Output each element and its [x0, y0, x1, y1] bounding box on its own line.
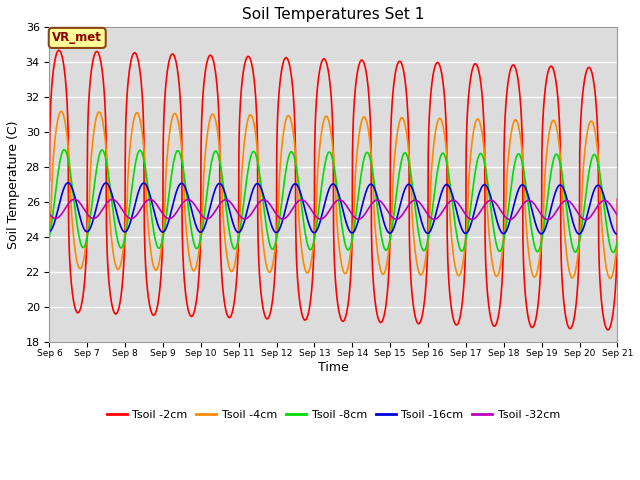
Tsoil -8cm	[499, 242, 506, 248]
Tsoil -2cm	[350, 102, 358, 108]
Tsoil -4cm	[363, 118, 371, 124]
X-axis label: Time: Time	[318, 361, 349, 374]
Tsoil -32cm	[499, 211, 506, 216]
Tsoil -2cm	[564, 322, 572, 327]
Line: Tsoil -8cm: Tsoil -8cm	[49, 150, 618, 252]
Tsoil -4cm	[579, 167, 587, 173]
Tsoil -16cm	[350, 228, 358, 234]
Tsoil -4cm	[204, 126, 212, 132]
Tsoil -2cm	[204, 55, 212, 61]
Tsoil -2cm	[363, 71, 371, 77]
Tsoil -2cm	[604, 327, 612, 333]
Tsoil -16cm	[579, 226, 587, 231]
Text: VR_met: VR_met	[52, 31, 102, 45]
Tsoil -2cm	[55, 48, 63, 53]
Tsoil -16cm	[564, 198, 572, 204]
Tsoil -4cm	[614, 238, 621, 243]
Tsoil -16cm	[613, 231, 621, 237]
Tsoil -32cm	[45, 211, 53, 217]
Tsoil -8cm	[204, 182, 212, 188]
Tsoil -4cm	[58, 108, 65, 114]
Tsoil -8cm	[45, 233, 53, 239]
Tsoil -16cm	[614, 231, 621, 237]
Tsoil -8cm	[60, 147, 68, 153]
Line: Tsoil -32cm: Tsoil -32cm	[49, 199, 618, 220]
Tsoil -2cm	[579, 86, 587, 92]
Tsoil -4cm	[499, 247, 506, 252]
Tsoil -8cm	[614, 239, 621, 244]
Tsoil -16cm	[64, 180, 72, 186]
Tsoil -4cm	[607, 276, 614, 281]
Tsoil -32cm	[614, 213, 621, 218]
Tsoil -8cm	[579, 214, 587, 219]
Tsoil -32cm	[363, 209, 371, 215]
Tsoil -2cm	[614, 196, 621, 202]
Y-axis label: Soil Temperature (C): Soil Temperature (C)	[7, 120, 20, 249]
Tsoil -4cm	[45, 227, 53, 233]
Tsoil -32cm	[350, 214, 358, 220]
Tsoil -8cm	[363, 150, 371, 156]
Tsoil -32cm	[70, 196, 78, 202]
Line: Tsoil -4cm: Tsoil -4cm	[49, 111, 618, 278]
Tsoil -2cm	[499, 267, 506, 273]
Tsoil -2cm	[45, 178, 53, 184]
Tsoil -8cm	[564, 213, 572, 218]
Legend: Tsoil -2cm, Tsoil -4cm, Tsoil -8cm, Tsoil -16cm, Tsoil -32cm: Tsoil -2cm, Tsoil -4cm, Tsoil -8cm, Tsoi…	[102, 405, 564, 424]
Tsoil -16cm	[45, 228, 53, 234]
Line: Tsoil -16cm: Tsoil -16cm	[49, 183, 618, 234]
Tsoil -8cm	[609, 250, 617, 255]
Tsoil -32cm	[204, 216, 212, 222]
Line: Tsoil -2cm: Tsoil -2cm	[49, 50, 618, 330]
Tsoil -16cm	[499, 230, 506, 236]
Tsoil -16cm	[363, 188, 371, 193]
Tsoil -32cm	[564, 198, 572, 204]
Tsoil -8cm	[350, 226, 358, 231]
Tsoil -16cm	[204, 213, 212, 218]
Tsoil -4cm	[350, 208, 358, 214]
Tsoil -4cm	[564, 257, 572, 263]
Tsoil -32cm	[582, 217, 589, 223]
Tsoil -32cm	[579, 216, 587, 222]
Title: Soil Temperatures Set 1: Soil Temperatures Set 1	[242, 7, 424, 22]
